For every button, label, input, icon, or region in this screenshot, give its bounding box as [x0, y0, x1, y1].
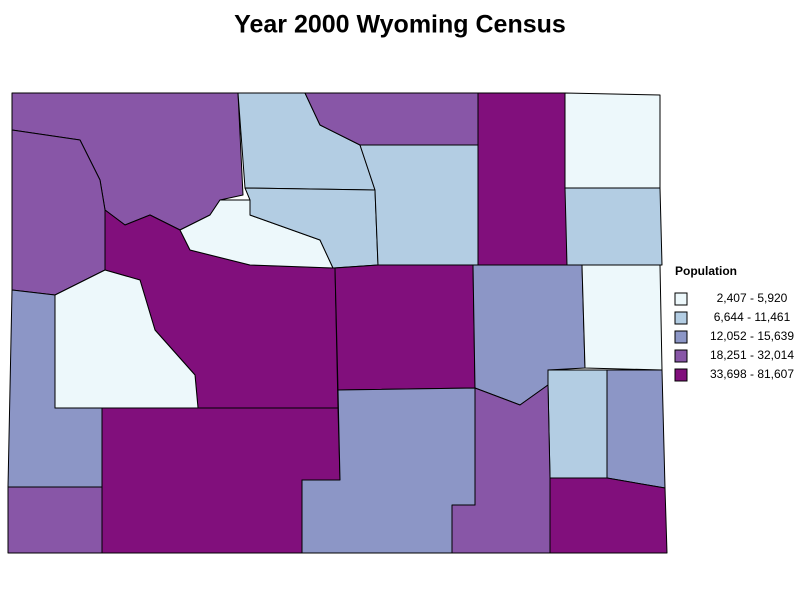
legend-label: 18,251 - 32,014 [710, 348, 794, 362]
legend-swatch [674, 311, 688, 325]
legend: Population 2,407 - 5,920 6,644 - 11,461 12… [674, 264, 794, 382]
legend-swatch [674, 368, 688, 382]
county [549, 477, 668, 554]
county [564, 187, 663, 266]
county [334, 264, 476, 391]
county [7, 486, 103, 554]
legend-label: 2,407 - 5,920 [717, 291, 788, 305]
map [7, 92, 668, 554]
legend-label: 12,052 - 15,639 [710, 329, 794, 343]
legend-title: Population [675, 264, 737, 278]
county [564, 92, 661, 189]
county [606, 369, 666, 489]
county [547, 369, 608, 479]
legend-swatch [674, 292, 688, 306]
legend-label: 33,698 - 81,607 [710, 367, 794, 381]
county [477, 92, 568, 266]
map-title: Year 2000 Wyoming Census [234, 11, 566, 39]
legend-swatch [674, 349, 688, 363]
legend-label: 6,644 - 11,461 [714, 310, 791, 324]
county [359, 144, 479, 266]
county [581, 264, 663, 371]
county [54, 269, 199, 409]
county [301, 387, 476, 554]
legend-swatch [674, 330, 688, 344]
